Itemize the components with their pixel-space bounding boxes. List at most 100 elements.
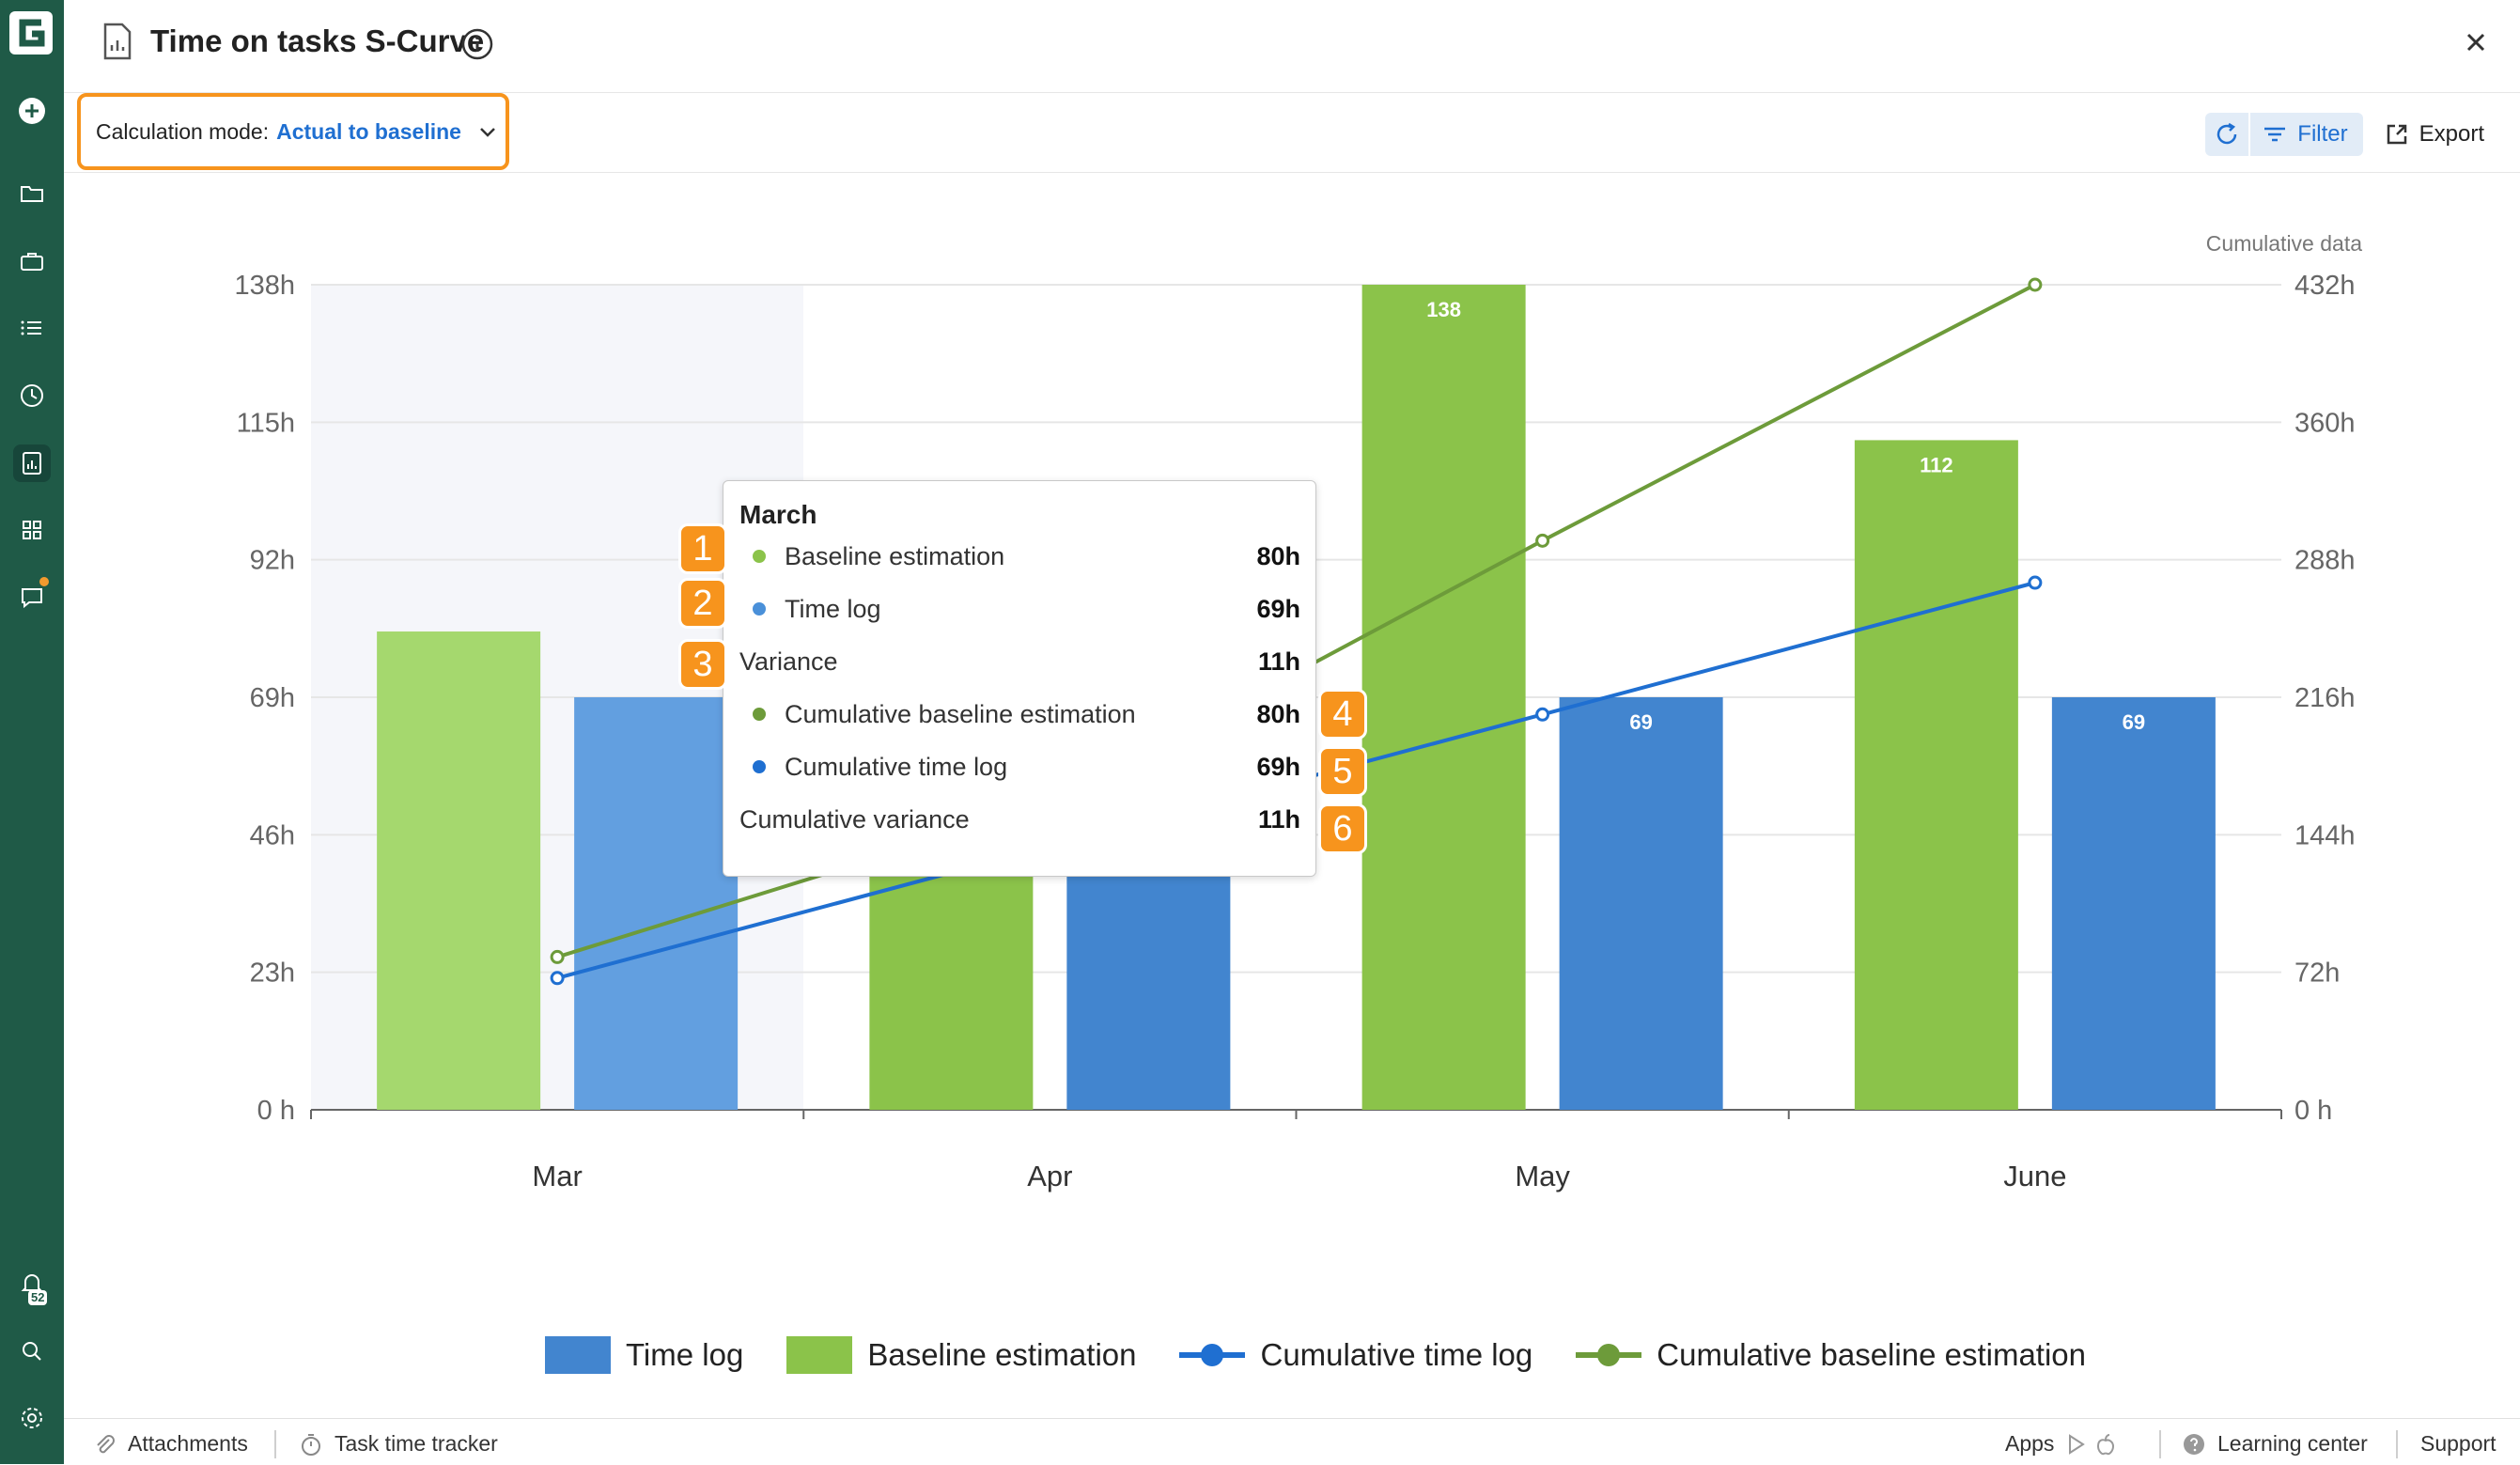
bar-time-log-june[interactable]: [2051, 697, 2216, 1110]
right-axis-tick-label: 72h: [2294, 958, 2340, 989]
tooltip-row: Variance 11h: [739, 643, 1300, 680]
left-axis-tick-label: 69h: [250, 683, 295, 713]
export-button[interactable]: Export: [2384, 121, 2484, 148]
settings-gear-icon[interactable]: [13, 1399, 51, 1437]
bar-baseline-estimation-mar[interactable]: [377, 631, 541, 1110]
tooltip-row-value: 80h: [1256, 699, 1300, 728]
x-axis-category-label: Mar: [532, 1160, 582, 1192]
right-axis-title: Cumulative data: [2206, 231, 2362, 256]
chat-unread-dot: [39, 577, 49, 586]
legend-dot-icon: [753, 550, 766, 563]
legend-label-baseline-estimation: Baseline estimation: [867, 1337, 1137, 1372]
export-label: Export: [2419, 121, 2484, 147]
point-cumulative-time-log[interactable]: [1535, 707, 1550, 722]
legend-swatch-baseline-estimation: [786, 1336, 853, 1374]
tooltip-row-label: Cumulative baseline estimation: [785, 699, 1136, 728]
folder-icon[interactable]: [13, 175, 51, 212]
apps-grid-icon[interactable]: [13, 511, 51, 549]
tooltip-row-label: Variance: [739, 647, 838, 676]
left-axis-tick-label: 138h: [234, 271, 295, 301]
right-axis-tick-label: 144h: [2294, 820, 2356, 850]
bar-data-label: 69: [2123, 710, 2145, 734]
legend-item-cumulative-baseline-estimation[interactable]: Cumulative baseline estimation: [1576, 1336, 2086, 1374]
filter-icon: [2264, 127, 2286, 142]
help-icon: [2184, 1433, 2204, 1455]
legend-label-cumulative-baseline-estimation: Cumulative baseline estimation: [1657, 1337, 2086, 1372]
bar-data-label: 112: [1920, 453, 1953, 476]
x-axis-category-label: May: [1515, 1160, 1570, 1192]
annotation-marker: 6: [1318, 803, 1367, 854]
close-icon[interactable]: [2460, 26, 2492, 58]
left-sidebar: 52: [0, 0, 64, 1464]
reports-icon[interactable]: [13, 444, 51, 482]
bar-baseline-estimation-may[interactable]: [1361, 285, 1526, 1110]
legend-swatch-time-log: [545, 1336, 611, 1374]
tooltip-row: Cumulative time log 69h: [739, 748, 1300, 786]
footer-bar: Attachments Task time tracker Apps Learn…: [64, 1418, 2520, 1465]
tooltip-title: March: [739, 500, 817, 529]
tooltip-row: Baseline estimation 80h: [739, 538, 1300, 575]
bar-time-log-may[interactable]: [1559, 697, 1723, 1110]
tooltip-row-value: 11h: [1257, 647, 1300, 676]
play-store-icon: [2069, 1433, 2086, 1455]
notification-count-badge: 52: [28, 1290, 48, 1305]
apps-link[interactable]: Apps: [2005, 1431, 2129, 1457]
tooltip-row: Cumulative variance 11h: [739, 801, 1300, 838]
chat-icon[interactable]: [13, 579, 51, 616]
tooltip-row-value: 69h: [1256, 594, 1300, 623]
support-label: Support: [2420, 1431, 2497, 1456]
legend-label-cumulative-time-log: Cumulative time log: [1260, 1337, 1533, 1372]
annotation-marker: 3: [678, 639, 727, 690]
legend-dot-icon: [753, 602, 766, 616]
legend-item-baseline-estimation[interactable]: Baseline estimation: [786, 1336, 1136, 1374]
bar-time-log-mar[interactable]: [574, 697, 739, 1110]
point-cumulative-baseline-estimation[interactable]: [550, 949, 565, 964]
left-axis-tick-label: 0 h: [257, 1096, 295, 1126]
briefcase-icon[interactable]: [13, 242, 51, 280]
app-logo-icon[interactable]: [6, 8, 56, 58]
legend-line-cumulative-time-log: [1179, 1344, 1246, 1366]
list-icon[interactable]: [13, 309, 51, 347]
support-link[interactable]: Support: [2420, 1431, 2497, 1457]
left-axis-tick-label: 23h: [250, 958, 295, 989]
calculation-mode-value: Actual to baseline: [276, 118, 461, 144]
chevron-down-icon: [480, 128, 495, 137]
footer-divider: [2396, 1430, 2398, 1458]
tooltip-row: Time log 69h: [739, 590, 1300, 628]
calculation-mode-dropdown[interactable]: Calculation mode: Actual to baseline: [77, 93, 509, 170]
point-cumulative-baseline-estimation[interactable]: [1535, 533, 1550, 548]
task-time-tracker-label: Task time tracker: [334, 1431, 498, 1456]
legend-item-time-log[interactable]: Time log: [545, 1336, 743, 1374]
legend-item-cumulative-time-log[interactable]: Cumulative time log: [1179, 1336, 1532, 1374]
learning-center-link[interactable]: Learning center: [2182, 1431, 2368, 1457]
info-icon[interactable]: [460, 27, 494, 61]
point-cumulative-time-log[interactable]: [2028, 575, 2043, 590]
footer-divider: [2159, 1430, 2161, 1458]
refresh-button[interactable]: [2205, 113, 2249, 156]
annotation-marker: 1: [678, 523, 727, 574]
tooltip-row-label: Cumulative time log: [785, 752, 1008, 781]
search-icon[interactable]: [13, 1333, 51, 1370]
point-cumulative-baseline-estimation[interactable]: [2028, 277, 2043, 292]
point-cumulative-time-log[interactable]: [550, 971, 565, 986]
x-axis-category-label: June: [2003, 1160, 2066, 1192]
right-axis-tick-label: 0 h: [2294, 1096, 2332, 1126]
right-axis-tick-label: 360h: [2294, 408, 2356, 438]
calculation-mode-label: Calculation mode:: [96, 118, 270, 144]
right-axis-tick-label: 432h: [2294, 271, 2356, 301]
filter-button[interactable]: Filter: [2250, 113, 2363, 156]
annotation-marker: 2: [678, 578, 727, 629]
legend-label-time-log: Time log: [626, 1337, 744, 1372]
refresh-icon: [2217, 122, 2237, 145]
create-new-icon[interactable]: [13, 92, 51, 130]
attachments-button[interactable]: Attachments: [92, 1431, 248, 1457]
tooltip-row-value: 80h: [1256, 541, 1300, 570]
right-axis-tick-label: 216h: [2294, 683, 2356, 713]
tooltip-row-value: 11h: [1257, 804, 1300, 834]
bar-baseline-estimation-june[interactable]: [1854, 440, 2018, 1110]
left-axis-tick-label: 46h: [250, 820, 295, 850]
chart-legend: Time log Baseline estimation Cumulative …: [545, 1330, 2129, 1380]
task-time-tracker-button[interactable]: Task time tracker: [299, 1431, 498, 1457]
clock-icon[interactable]: [13, 377, 51, 414]
notification-bell-icon[interactable]: [13, 1265, 51, 1302]
